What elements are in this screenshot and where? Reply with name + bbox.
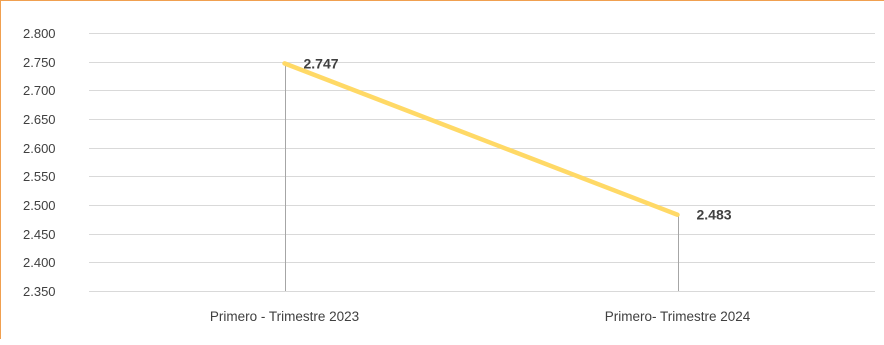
y-tick-label: 2.400 bbox=[23, 255, 56, 270]
x-category-label: Primero- Trimestre 2024 bbox=[605, 309, 751, 324]
y-tick-label: 2.750 bbox=[23, 55, 56, 70]
x-category-label: Primero - Trimestre 2023 bbox=[210, 309, 359, 324]
y-tick-label: 2.500 bbox=[23, 198, 56, 213]
y-tick-label: 2.800 bbox=[23, 26, 56, 41]
data-labels: 2.747 2.483 bbox=[304, 55, 732, 222]
data-label: 2.747 bbox=[304, 55, 339, 71]
y-tick-label: 2.450 bbox=[23, 227, 56, 242]
series-lines bbox=[284, 63, 677, 215]
y-tick-label: 2.550 bbox=[23, 169, 56, 184]
y-axis-tick-labels: 2.800 2.750 2.700 2.650 2.600 2.550 2.500 2.450… bbox=[23, 26, 56, 299]
y-tick-label: 2.700 bbox=[23, 83, 56, 98]
y-tick-label: 2.600 bbox=[23, 141, 56, 156]
gridlines bbox=[89, 34, 875, 292]
data-label: 2.483 bbox=[697, 207, 732, 223]
y-tick-label: 2.650 bbox=[23, 112, 56, 127]
x-axis-category-labels: Primero - Trimestre 2023 Primero- Trimest… bbox=[210, 309, 751, 324]
series-line bbox=[285, 63, 678, 214]
y-tick-label: 2.350 bbox=[23, 284, 56, 299]
drop-lines bbox=[286, 63, 679, 291]
